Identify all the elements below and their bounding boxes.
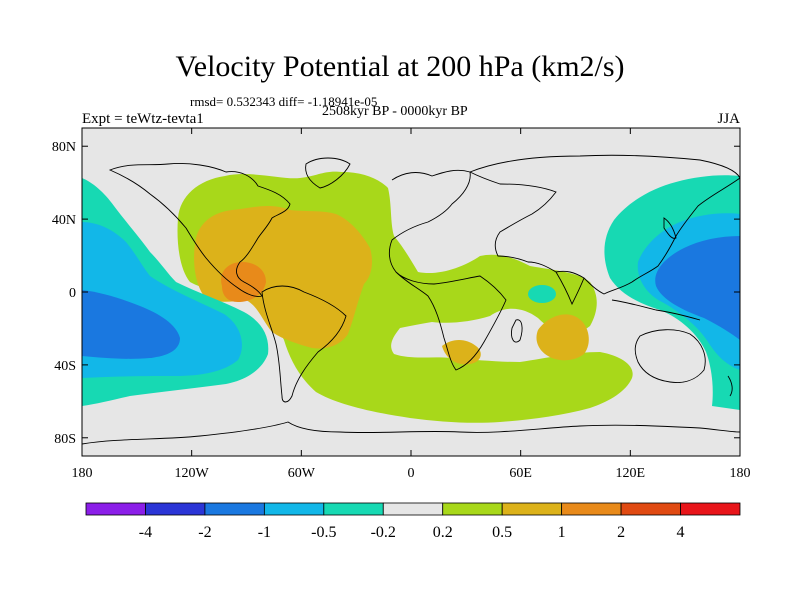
y-tick-label: 80N	[52, 140, 76, 155]
x-tick-label: 60E	[509, 466, 532, 481]
colorbar: -4 -2 -1 -0.5 -0.2 0.2 0.5 1 2 4	[85, 502, 741, 541]
y-tick-label: 40S	[54, 359, 76, 374]
colorbar-swatch	[501, 502, 563, 516]
asia-coast	[469, 154, 741, 295]
x-tick-label: 180	[72, 466, 93, 481]
australia-coast	[634, 329, 706, 383]
japan-coast	[663, 217, 677, 239]
europe-africa-coast	[388, 169, 507, 371]
map-panel: 180 120W 60W 0 60E 120E 180 80N 40N 0 40S 80S	[52, 127, 751, 481]
south-america-coast	[261, 285, 347, 403]
positive-region-africa	[442, 340, 481, 365]
y-tick-label: 80S	[54, 432, 76, 447]
colorbar-label: -4	[139, 524, 152, 541]
x-tick-label: 120W	[175, 466, 210, 481]
x-tick-label: 60W	[288, 466, 316, 481]
colorbar-swatch	[561, 502, 622, 516]
stats-label: rmsd= 0.532343 diff= -1.18941e-05	[190, 94, 378, 109]
x-tick-label: 0	[408, 466, 415, 481]
x-tick-label: 120E	[616, 466, 646, 481]
colorbar-swatch	[323, 502, 384, 516]
colorbar-label: 1	[558, 524, 566, 541]
pacific-negative-core	[82, 290, 180, 359]
west-pacific-negative-core	[655, 236, 740, 340]
india-coast	[555, 271, 585, 306]
positive-region-americas	[194, 205, 372, 349]
north-america-coast	[108, 163, 291, 297]
velocity-potential-field	[82, 171, 740, 423]
arabian-sea-negative	[528, 285, 556, 303]
colorbar-label: -1	[258, 524, 271, 541]
experiment-label: Expt = teWtz-tevta1	[82, 111, 204, 127]
colorbar-swatch	[145, 502, 206, 516]
new-zealand-coast	[727, 375, 733, 397]
colorbar-swatch	[620, 502, 681, 516]
colorbar-label: 2	[617, 524, 625, 541]
y-tick-label: 0	[69, 286, 76, 301]
colorbar-label: -0.5	[311, 524, 336, 541]
colorbar-label: 0.5	[492, 524, 512, 541]
season-label: JJA	[717, 111, 740, 127]
colorbar-label: 0.2	[433, 524, 453, 541]
colorbar-swatch	[442, 502, 503, 516]
indonesia-coast	[611, 299, 701, 321]
y-tick-label: 40N	[52, 213, 76, 228]
colorbar-label: -2	[198, 524, 211, 541]
coastlines	[81, 154, 741, 445]
map-axes: 180 120W 60W 0 60E 120E 180 80N 40N 0 40S 80S	[52, 128, 751, 481]
greenland-coast	[305, 157, 351, 189]
positive-region-indian-ocean	[536, 314, 589, 361]
colorbar-swatch	[204, 502, 265, 516]
colorbar-label: -0.2	[371, 524, 396, 541]
colorbar-swatch	[680, 502, 741, 516]
period-label: 2508kyr BP - 0000kyr BP	[322, 104, 468, 119]
antarctica-coast	[81, 421, 741, 445]
colorbar-swatch	[263, 502, 325, 516]
colorbar-swatch	[382, 502, 444, 516]
colorbar-label: 4	[677, 524, 685, 541]
plot-title: Velocity Potential at 200 hPa (km2/s)	[175, 50, 625, 83]
x-tick-label: 180	[730, 466, 751, 481]
madagascar-coast	[511, 319, 523, 343]
colorbar-swatch	[85, 502, 146, 516]
